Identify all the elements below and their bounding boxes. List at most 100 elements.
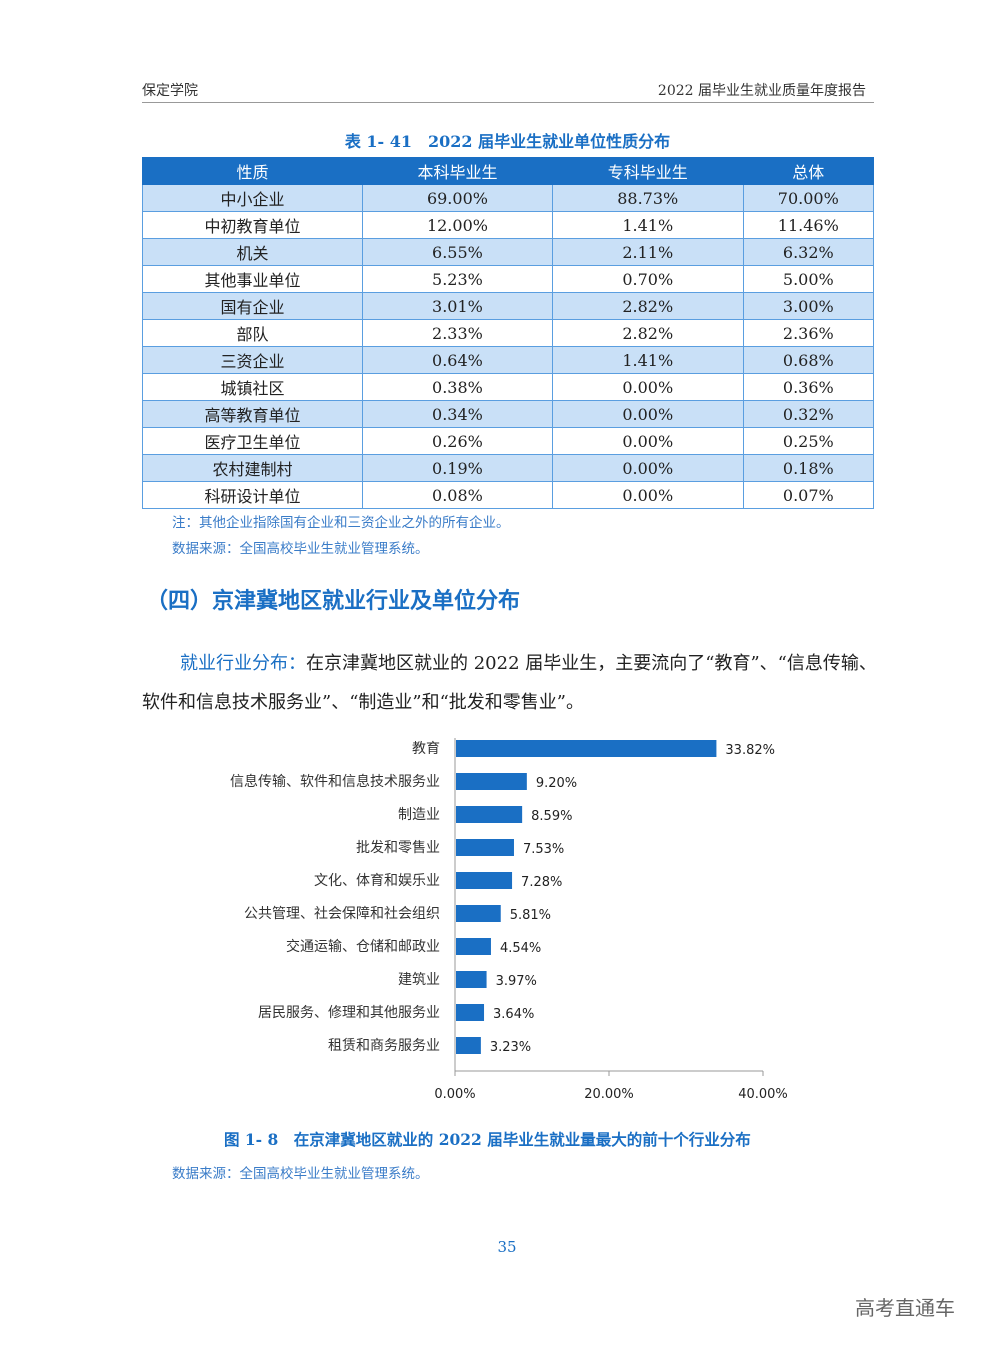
header-school: 保定学院 (142, 83, 198, 99)
table-cell: 机关 (141, 238, 364, 266)
table-row: 科研设计单位 0.08% 0.00% 0.07% (141, 481, 875, 509)
column-header: 本科毕业生 (362, 157, 553, 185)
industry-bar-chart: 0.00% 20.00% 40.00% 教育 33.82% 信息传输、软件和信息技术服务业… (230, 738, 788, 1102)
category-label: 教育 (412, 741, 440, 757)
category-label: 信息传输、软件和信息技术服务业 (230, 773, 440, 790)
paragraph-text: 在京津冀地区就业的 2022 届毕业生，主要流向了“教育”、“信息传输、软件和信… (142, 653, 877, 713)
bar (456, 806, 523, 823)
watermark: 高考直通车 (855, 1296, 955, 1320)
data-label: 4.54% (500, 941, 541, 956)
table-cell: 0.08% (362, 481, 553, 509)
table-cell: 高等教育单位 (141, 400, 364, 428)
paragraph: 就业行业分布：在京津冀地区就业的 2022 届毕业生，主要流向了“教育”、“信息… (142, 644, 882, 722)
category-label: 租赁和商务服务业 (328, 1038, 440, 1054)
table-row: 城镇社区 0.38% 0.00% 0.36% (141, 373, 875, 401)
table-cell: 科研设计单位 (141, 481, 364, 509)
table-cell: 2.11% (551, 238, 744, 266)
data-label: 7.28% (521, 875, 562, 890)
table-cell: 11.46% (742, 211, 875, 239)
table-cell: 0.32% (742, 400, 875, 428)
table-row: 高等教育单位 0.34% 0.00% 0.32% (141, 400, 875, 428)
data-label: 3.23% (490, 1040, 531, 1055)
category-label: 批发和零售业 (356, 840, 440, 856)
table-cell: 0.36% (742, 373, 875, 401)
bar (456, 740, 717, 757)
table-cell: 0.18% (742, 454, 875, 482)
table-cell: 0.19% (362, 454, 553, 482)
table-cell: 0.68% (742, 346, 875, 374)
table-title: 表 1- 41 2022 届毕业生就业单位性质分布 (344, 132, 671, 151)
table-cell: 5.23% (362, 265, 553, 293)
table-cell: 3.01% (362, 292, 553, 320)
table-row: 国有企业 3.01% 2.82% 3.00% (141, 292, 875, 320)
table-row: 部队 2.33% 2.82% 2.36% (141, 319, 875, 347)
table-row: 其他事业单位 5.23% 0.70% 5.00% (141, 265, 875, 293)
table-cell: 中初教育单位 (141, 211, 364, 239)
table-cell: 1.41% (551, 346, 744, 374)
table-cell: 0.38% (362, 373, 553, 401)
table-cell: 医疗卫生单位 (141, 427, 364, 455)
table-cell: 0.26% (362, 427, 553, 455)
table-cell: 三资企业 (141, 346, 364, 374)
table-cell: 0.00% (551, 373, 744, 401)
bar (456, 905, 501, 922)
table-cell: 6.55% (362, 238, 553, 266)
table-note: 注：其他企业指除国有企业和三资企业之外的所有企业。 (172, 515, 510, 531)
table-cell: 88.73% (551, 184, 744, 212)
table-row: 中初教育单位 12.00% 1.41% 11.46% (141, 211, 875, 239)
category-label: 居民服务、修理和其他服务业 (258, 1005, 440, 1021)
header-report-title: 2022 届毕业生就业质量年度报告 (657, 83, 866, 99)
table-cell: 0.07% (742, 481, 875, 509)
table-cell: 2.82% (551, 319, 744, 347)
category-label: 制造业 (398, 807, 440, 823)
table-cell: 国有企业 (141, 292, 364, 320)
bar (456, 773, 527, 790)
table-cell: 其他事业单位 (141, 265, 364, 293)
bar (456, 1004, 485, 1021)
bar (456, 938, 491, 955)
table-row: 三资企业 0.64% 1.41% 0.68% (141, 346, 875, 374)
category-label: 公共管理、社会保障和社会组织 (244, 906, 440, 922)
category-label: 建筑业 (398, 972, 440, 988)
section-title: （四）京津冀地区就业行业及单位分布 (146, 589, 521, 614)
table-cell: 70.00% (742, 184, 875, 212)
x-tick-label: 20.00% (584, 1087, 634, 1102)
column-header: 专科毕业生 (551, 157, 744, 185)
x-tick-label: 0.00% (434, 1087, 475, 1102)
figure-caption: 图 1- 8 在京津冀地区就业的 2022 届毕业生就业量最大的前十个行业分布 (224, 1130, 751, 1149)
table-cell: 1.41% (551, 211, 744, 239)
table-source: 数据来源：全国高校毕业生就业管理系统。 (172, 541, 429, 557)
table-cell: 6.32% (742, 238, 875, 266)
table-cell: 0.00% (551, 481, 744, 509)
bar (456, 839, 514, 856)
table-row: 中小企业 69.00% 88.73% 70.00% (141, 184, 875, 212)
table-cell: 农村建制村 (141, 454, 364, 482)
table-cell: 中小企业 (141, 184, 364, 212)
bar (456, 1037, 481, 1054)
column-header: 总体 (742, 157, 875, 185)
table-row: 医疗卫生单位 0.26% 0.00% 0.25% (141, 427, 875, 455)
data-label: 8.59% (531, 809, 572, 824)
category-label: 交通运输、仓储和邮政业 (286, 938, 440, 955)
table-cell: 5.00% (742, 265, 875, 293)
bar (456, 971, 487, 988)
category-label: 文化、体育和娱乐业 (314, 873, 440, 889)
figure-source: 数据来源：全国高校毕业生就业管理系统。 (172, 1166, 429, 1182)
table-cell: 0.70% (551, 265, 744, 293)
table-row: 农村建制村 0.19% 0.00% 0.18% (141, 454, 875, 482)
x-tick-label: 40.00% (738, 1087, 788, 1102)
table-cell: 城镇社区 (141, 373, 364, 401)
table-cell: 2.33% (362, 319, 553, 347)
column-header: 性质 (141, 157, 364, 185)
data-label: 3.97% (496, 974, 537, 989)
paragraph-lead: 就业行业分布： (180, 653, 306, 674)
header-divider (142, 102, 874, 103)
bar (456, 872, 513, 889)
data-label: 33.82% (725, 743, 775, 758)
table-cell: 2.36% (742, 319, 875, 347)
table-cell: 0.00% (551, 427, 744, 455)
table-row: 机关 6.55% 2.11% 6.32% (141, 238, 875, 266)
data-label: 9.20% (536, 776, 577, 791)
table-cell: 0.00% (551, 454, 744, 482)
